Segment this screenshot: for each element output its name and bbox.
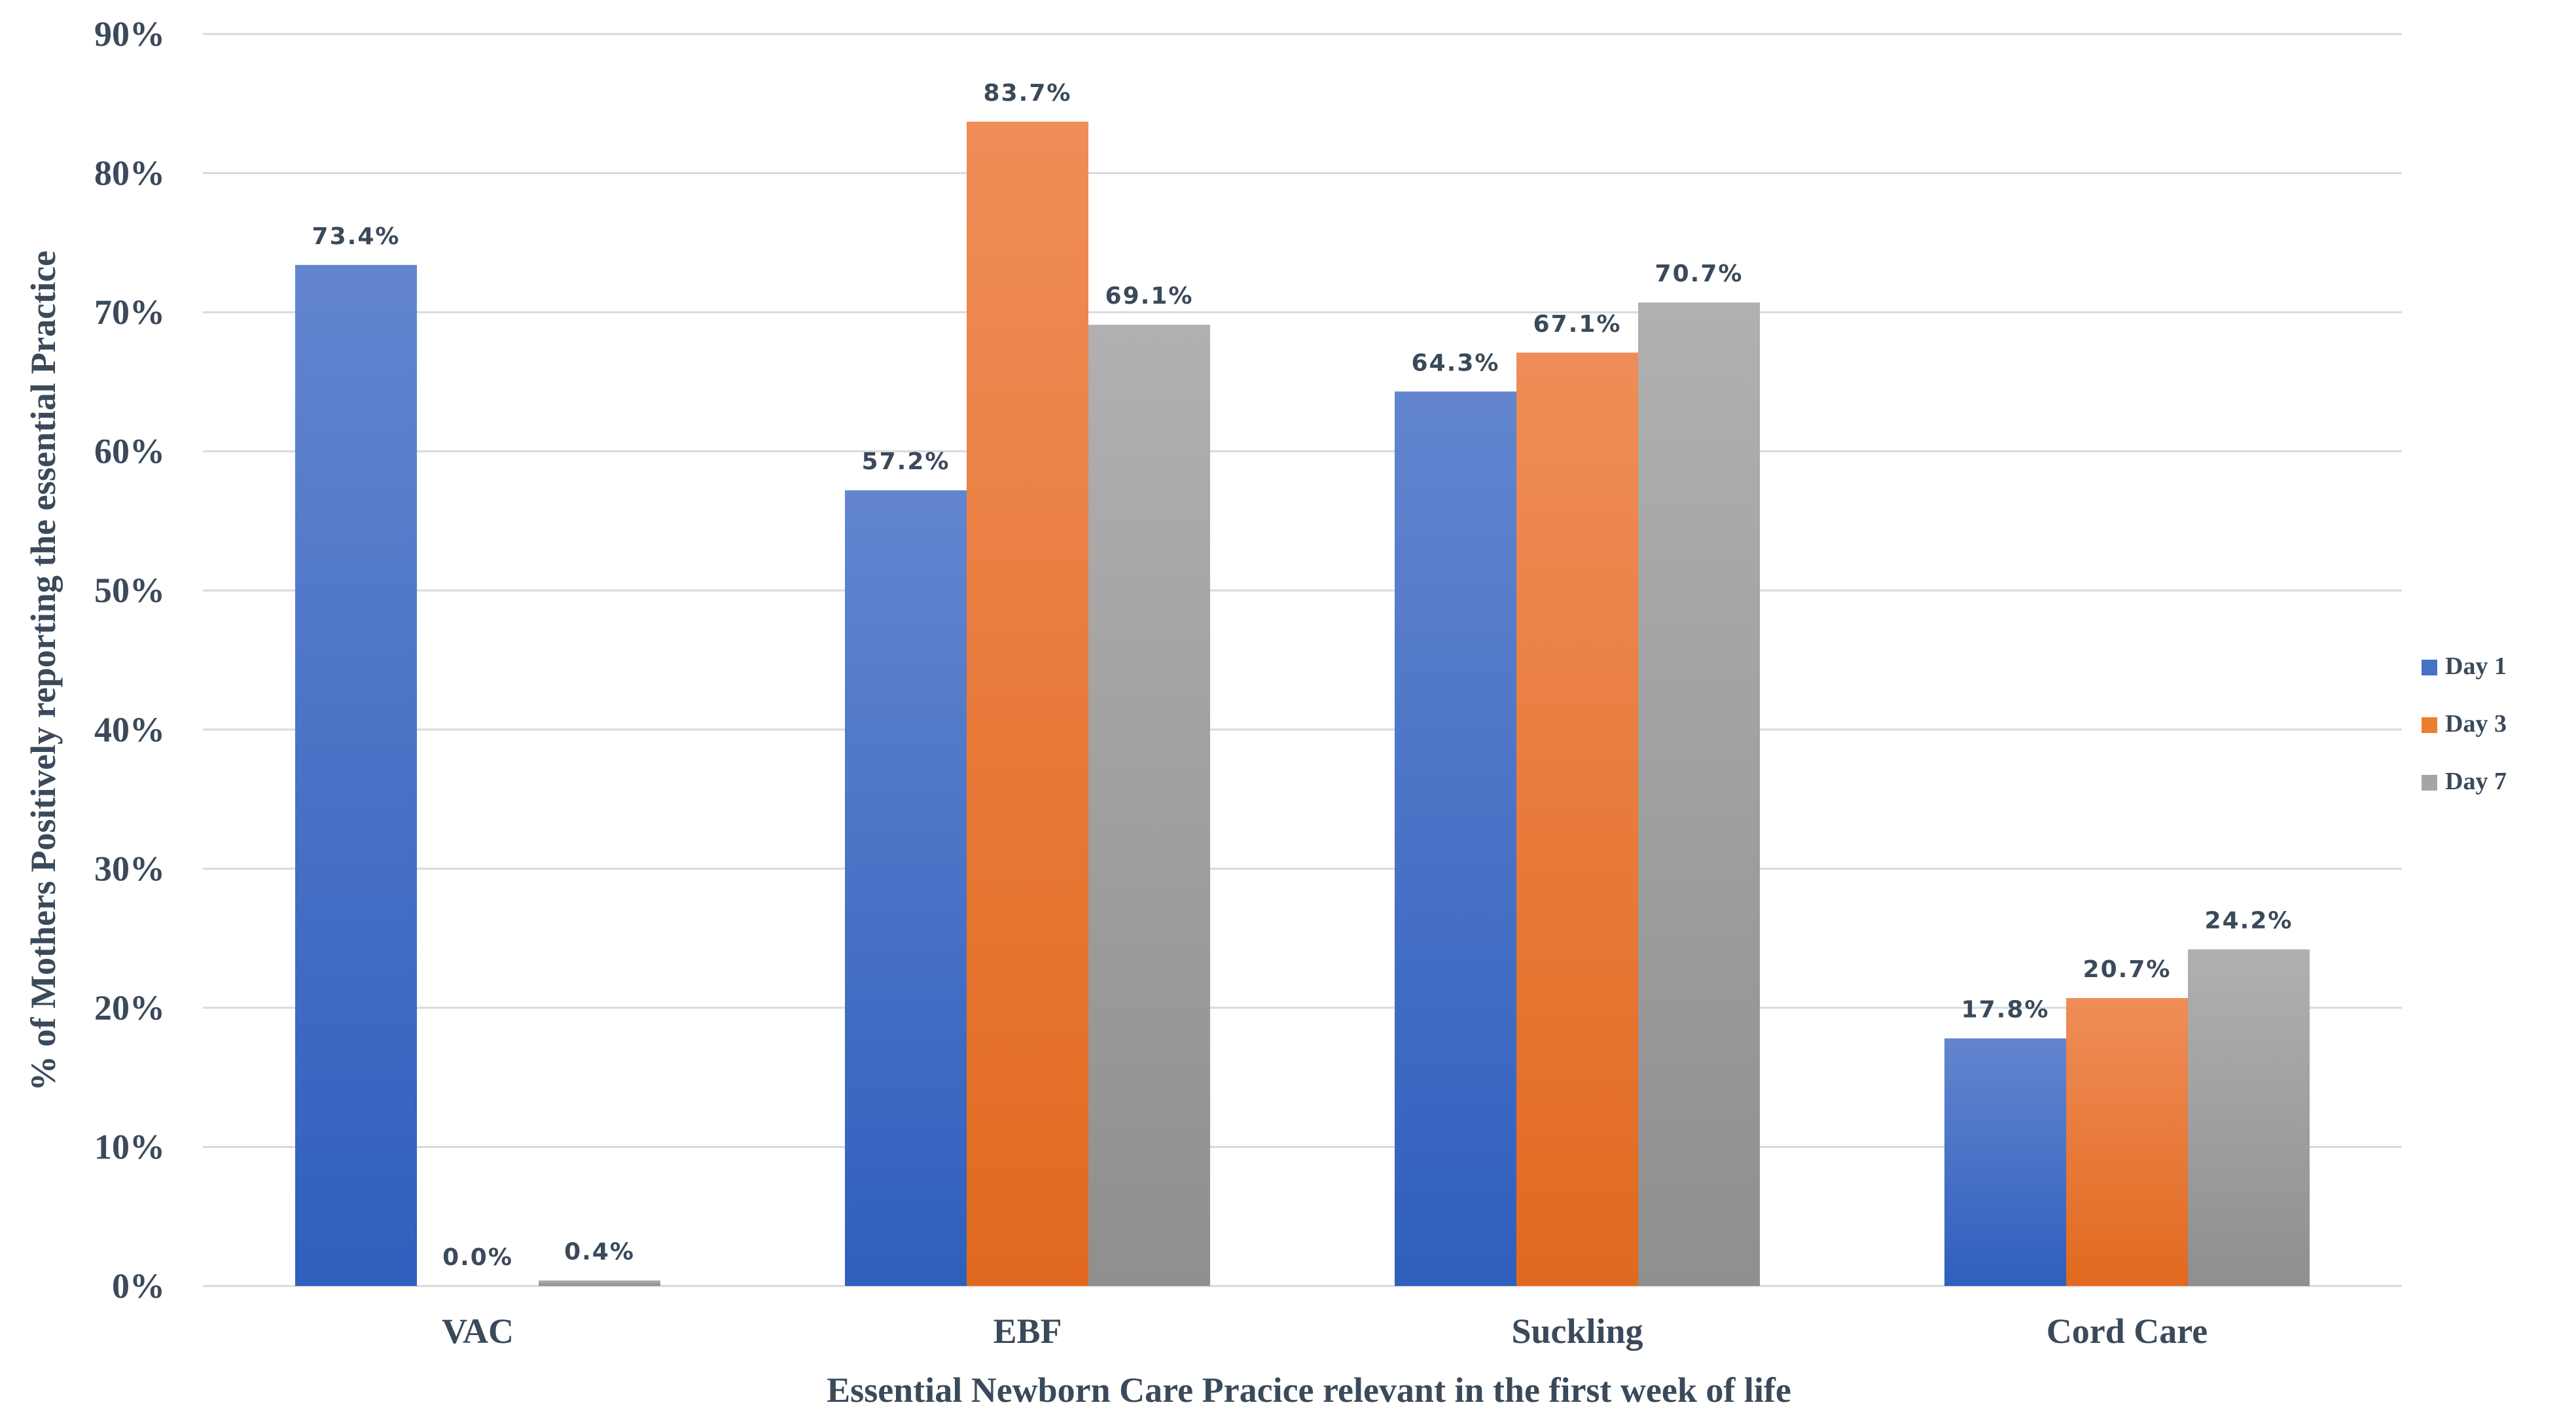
y-tick-label: 0% [112, 1266, 165, 1306]
legend-swatch [2422, 660, 2437, 675]
bar-day-1-cord-care [1944, 1038, 2066, 1286]
x-category-label: EBF [993, 1312, 1062, 1351]
y-tick-label: 70% [94, 293, 165, 332]
bar-day-7-suckling [1638, 302, 1760, 1287]
data-label: 20.7% [2083, 956, 2172, 983]
x-category-label: Cord Care [2047, 1312, 2208, 1351]
y-tick-label: 30% [94, 849, 165, 888]
data-label: 24.2% [2205, 908, 2293, 935]
legend: Day 1 Day 3 Day 7 [2422, 652, 2507, 795]
bar-day-7-cord-care [2188, 949, 2310, 1286]
x-axis-title: Essential Newborn Care Pracice relevant … [827, 1370, 1791, 1410]
x-axis-categories: VAC EBF Suckling Cord Care [442, 1312, 2208, 1351]
y-tick-label: 10% [94, 1127, 165, 1166]
bar-day-7-vac [539, 1280, 660, 1286]
y-tick-label: 40% [94, 710, 165, 749]
data-label: 83.7% [984, 80, 1072, 107]
data-label: 67.1% [1533, 311, 1622, 338]
data-label: 0.4% [564, 1238, 635, 1265]
data-label: 57.2% [862, 448, 950, 475]
bars [295, 121, 2310, 1287]
x-category-label: Suckling [1511, 1312, 1643, 1351]
y-tick-label: 20% [94, 988, 165, 1027]
bar-day-3-suckling [1516, 352, 1638, 1286]
bar-day-1-vac [295, 264, 417, 1286]
legend-label: Day 3 [2445, 710, 2507, 738]
data-label: 70.7% [1655, 260, 1744, 287]
bar-day-1-ebf [845, 490, 967, 1286]
y-tick-label: 90% [94, 14, 165, 54]
data-label: 17.8% [1961, 997, 2050, 1024]
bar-day-3-ebf [967, 121, 1088, 1286]
bar-day-7-ebf [1088, 325, 1210, 1287]
data-labels: 73.4% 0.0% 0.4% 57.2% 83.7% 69.1% 64.3% 67.1% 70… [312, 80, 2293, 1271]
bar-day-1-suckling [1395, 391, 1516, 1286]
y-axis-ticks: 0% 10% 20% 30% 40% 50% 60% 70% 80% 90% [94, 14, 165, 1306]
data-label: 0.0% [442, 1244, 513, 1271]
data-label: 64.3% [1412, 349, 1500, 376]
y-tick-label: 50% [94, 571, 165, 610]
x-category-label: VAC [442, 1312, 514, 1351]
legend-swatch [2422, 775, 2437, 791]
legend-swatch [2422, 717, 2437, 733]
data-label: 73.4% [312, 223, 401, 250]
data-label: 69.1% [1105, 283, 1194, 310]
y-tick-label: 60% [94, 432, 165, 471]
legend-label: Day 7 [2445, 768, 2507, 795]
y-tick-label: 80% [94, 154, 165, 193]
y-axis-title: % of Mothers Positively reporting the es… [24, 251, 63, 1091]
bar-day-3-cord-care [2066, 998, 2188, 1286]
legend-label: Day 1 [2445, 652, 2507, 680]
